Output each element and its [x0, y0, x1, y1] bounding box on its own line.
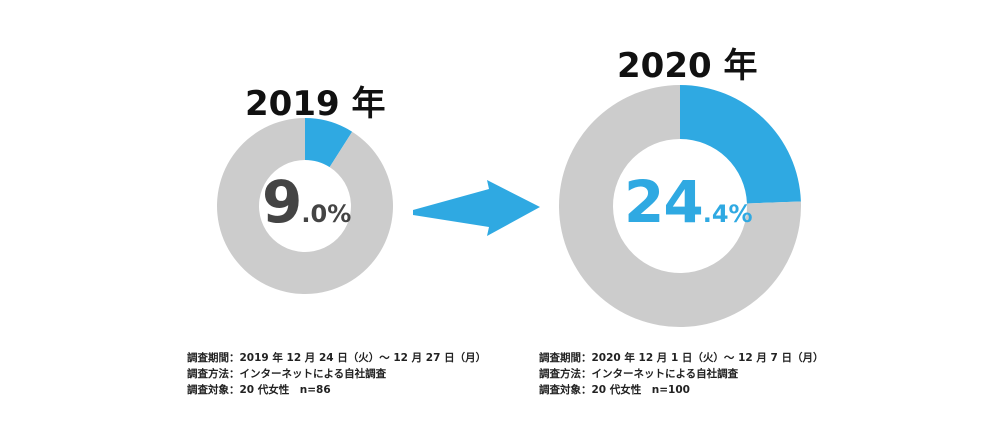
value-unit-2020: % [728, 200, 753, 228]
survey-target-2020: 調査対象：20 代女性 n=100 [539, 384, 690, 396]
value-dec-2020: .4 [702, 200, 729, 228]
survey-notes-2019: 調査期間：2019 年 12 月 24 日（火）～ 12 月 27 日（月） 調… [187, 350, 486, 398]
survey-target-2019: 調査対象：20 代女性 n=86 [187, 384, 331, 396]
survey-period-2020: 調査期間：2020 年 12 月 1 日（火）～ 12 月 7 日（月） [539, 352, 824, 364]
value-label-2019: 9.0% [262, 168, 351, 236]
survey-period-2019: 調査期間：2019 年 12 月 24 日（火）～ 12 月 27 日（月） [187, 352, 487, 364]
slice-share-2020 [680, 85, 801, 204]
value-int-2020: 24 [624, 168, 704, 236]
chart-title-2019: 2019 年 [245, 84, 386, 124]
trend-arrow [413, 180, 540, 236]
slice-remainder-2019 [217, 118, 394, 294]
value-dec-2019: .0 [301, 200, 328, 228]
slice-share-2019 [305, 118, 353, 168]
value-unit-2019: % [327, 200, 352, 228]
survey-method-2019: 調査方法：インターネットによる自社調査 [187, 368, 387, 380]
survey-notes-2020: 調査期間：2020 年 12 月 1 日（火）～ 12 月 7 日（月） 調査方… [539, 350, 823, 398]
survey-method-2020: 調査方法：インターネットによる自社調査 [539, 368, 739, 380]
value-label-2020: 24.4% [624, 168, 753, 236]
chart-title-2020: 2020 年 [617, 46, 758, 86]
slice-remainder-2020 [558, 85, 801, 328]
value-int-2019: 9 [262, 168, 302, 236]
donut-2019 [217, 118, 394, 294]
donut-2020 [558, 85, 801, 328]
